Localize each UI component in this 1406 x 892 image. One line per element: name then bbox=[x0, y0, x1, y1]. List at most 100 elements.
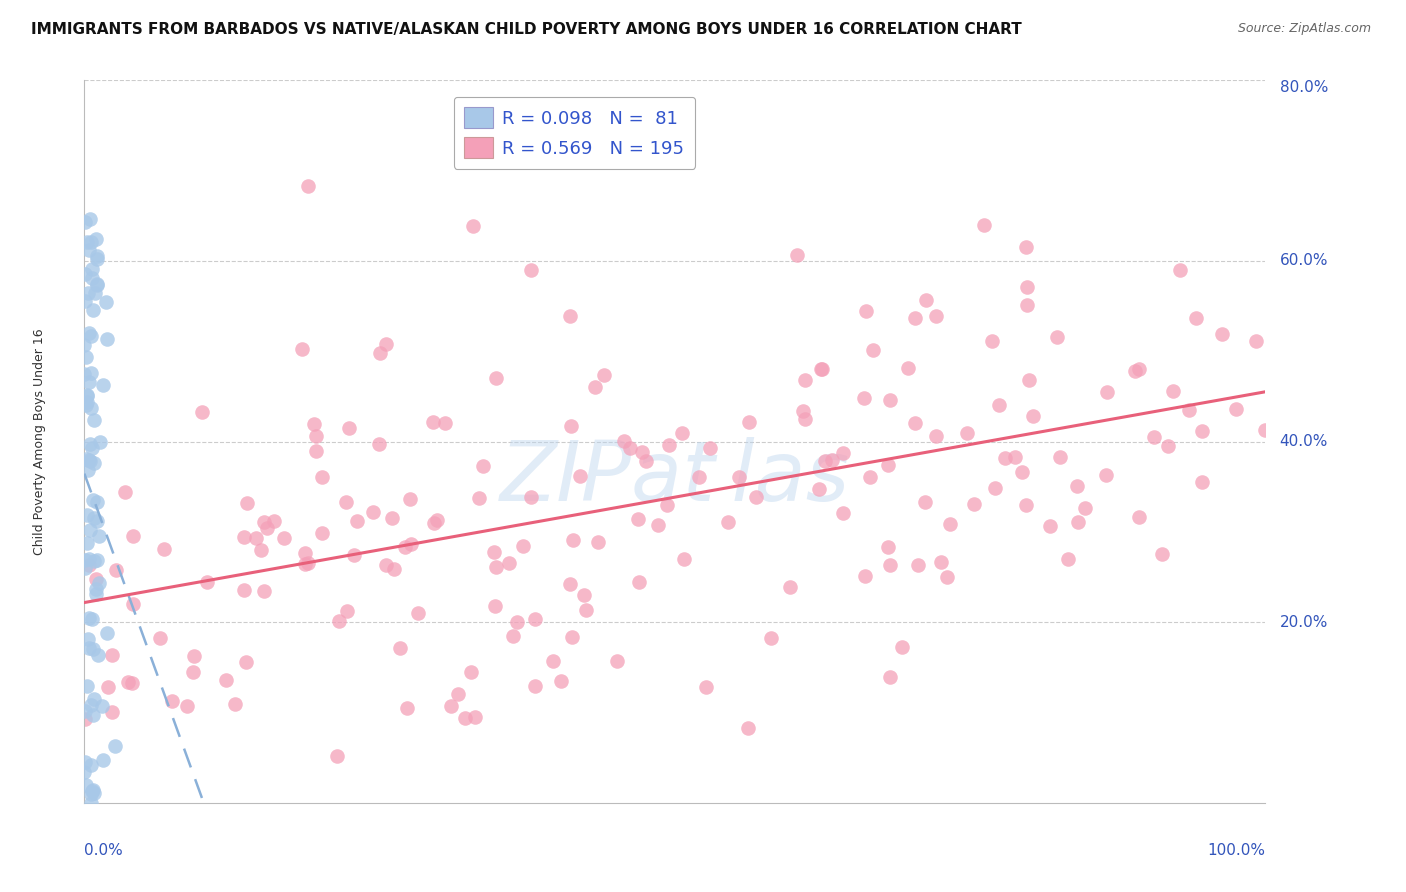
Point bbox=[1011, 465, 1033, 479]
Point bbox=[86, 582, 108, 596]
Point bbox=[810, 361, 832, 376]
Point bbox=[79, 523, 101, 537]
Point bbox=[807, 482, 830, 496]
Point bbox=[273, 531, 295, 545]
Point bbox=[73, 560, 96, 574]
Point bbox=[541, 654, 564, 668]
Point bbox=[311, 526, 333, 541]
Point bbox=[374, 337, 396, 351]
Point bbox=[560, 309, 582, 323]
Point bbox=[561, 630, 583, 644]
Point bbox=[572, 588, 595, 602]
Point bbox=[963, 497, 986, 511]
Point bbox=[852, 391, 875, 405]
Point bbox=[520, 263, 543, 277]
Point bbox=[291, 342, 314, 356]
Point bbox=[183, 648, 205, 663]
Point bbox=[484, 545, 506, 559]
Point bbox=[877, 540, 900, 554]
Point bbox=[984, 481, 1007, 495]
Text: 60.0%: 60.0% bbox=[1279, 253, 1329, 268]
Point bbox=[304, 417, 326, 432]
Point bbox=[76, 463, 98, 477]
Point bbox=[86, 277, 108, 292]
Point bbox=[101, 648, 124, 662]
Point bbox=[83, 510, 105, 524]
Point bbox=[96, 332, 118, 346]
Point bbox=[75, 268, 97, 282]
Point bbox=[1152, 547, 1174, 561]
Point bbox=[394, 540, 416, 554]
Point bbox=[1178, 402, 1201, 417]
Point bbox=[1073, 501, 1095, 516]
Point bbox=[76, 286, 98, 301]
Point bbox=[305, 444, 328, 458]
Point bbox=[561, 533, 583, 548]
Point bbox=[153, 541, 176, 556]
Point bbox=[464, 709, 486, 723]
Point bbox=[627, 575, 650, 590]
Point bbox=[1128, 362, 1150, 376]
Point bbox=[79, 367, 101, 381]
Point bbox=[79, 211, 101, 226]
Point bbox=[794, 373, 817, 387]
Point bbox=[79, 552, 101, 566]
Point bbox=[688, 470, 710, 484]
Point bbox=[627, 512, 650, 526]
Point bbox=[1017, 298, 1039, 312]
Point bbox=[619, 442, 641, 456]
Point bbox=[86, 277, 108, 292]
Point bbox=[935, 570, 957, 584]
Point bbox=[717, 515, 740, 529]
Point bbox=[498, 556, 520, 570]
Point bbox=[1066, 478, 1088, 492]
Point bbox=[1095, 384, 1118, 399]
Point bbox=[811, 362, 834, 376]
Point bbox=[744, 490, 766, 504]
Point bbox=[759, 631, 782, 645]
Point bbox=[381, 511, 404, 525]
Point bbox=[422, 415, 444, 429]
Point bbox=[925, 428, 948, 442]
Point bbox=[73, 338, 96, 352]
Text: IMMIGRANTS FROM BARBADOS VS NATIVE/ALASKAN CHILD POVERTY AMONG BOYS UNDER 16 COR: IMMIGRANTS FROM BARBADOS VS NATIVE/ALASK… bbox=[31, 22, 1022, 37]
Point bbox=[1254, 423, 1277, 437]
Point bbox=[297, 178, 319, 193]
Point bbox=[463, 219, 485, 234]
Point bbox=[76, 679, 98, 693]
Point bbox=[1015, 280, 1038, 294]
Point bbox=[907, 558, 929, 573]
Point bbox=[879, 558, 901, 573]
Point bbox=[737, 722, 759, 736]
Point bbox=[75, 351, 97, 365]
Point bbox=[1056, 552, 1078, 566]
Point bbox=[647, 518, 669, 533]
Point bbox=[468, 491, 491, 505]
Point bbox=[86, 514, 108, 528]
Point bbox=[235, 655, 257, 669]
Text: ZIPat las: ZIPat las bbox=[499, 437, 851, 518]
Point bbox=[1161, 384, 1184, 398]
Point bbox=[593, 368, 616, 382]
Point bbox=[80, 783, 103, 797]
Point bbox=[181, 665, 204, 679]
Point bbox=[224, 697, 246, 711]
Point bbox=[87, 576, 110, 591]
Point bbox=[485, 560, 508, 574]
Point bbox=[215, 673, 238, 688]
Point bbox=[929, 555, 952, 569]
Point bbox=[658, 438, 681, 452]
Point bbox=[80, 442, 103, 456]
Point bbox=[862, 343, 884, 357]
Point bbox=[82, 783, 104, 797]
Point bbox=[634, 454, 657, 468]
Point bbox=[75, 398, 97, 412]
Text: Source: ZipAtlas.com: Source: ZipAtlas.com bbox=[1237, 22, 1371, 36]
Point bbox=[399, 491, 422, 506]
Point bbox=[79, 375, 101, 389]
Point bbox=[550, 673, 572, 688]
Point bbox=[86, 252, 108, 266]
Point bbox=[401, 537, 423, 551]
Point bbox=[80, 235, 103, 249]
Text: 80.0%: 80.0% bbox=[1279, 80, 1327, 95]
